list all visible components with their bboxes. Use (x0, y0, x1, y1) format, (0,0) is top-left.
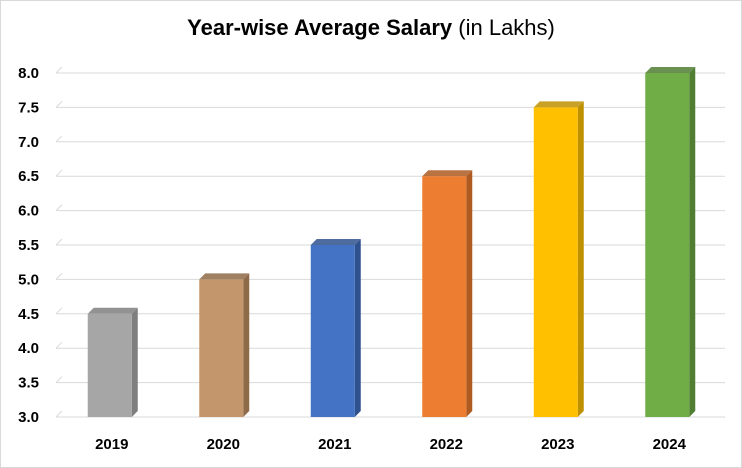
x-tick-label: 2019 (95, 436, 128, 453)
chart-title-unit: (in Lakhs) (458, 15, 555, 40)
gridline-depth (55, 204, 63, 211)
gridline-depth (55, 66, 63, 74)
bar-2019 (87, 307, 138, 417)
bar-side (466, 170, 473, 417)
bar-2021 (310, 239, 361, 417)
gridline-depth (55, 410, 63, 418)
y-tick-label: 6.5 (18, 168, 39, 185)
y-tick-label: 4.0 (18, 340, 39, 357)
bar-2020 (199, 273, 250, 417)
gridline-depth (55, 169, 63, 177)
y-tick-label: 3.5 (18, 375, 39, 392)
bar-top (87, 307, 138, 314)
bar-top (310, 239, 361, 245)
x-tick-label: 2021 (318, 436, 351, 453)
gridline-depth (55, 273, 63, 280)
x-tick-label: 2024 (653, 436, 687, 453)
x-tick-label: 2023 (541, 436, 574, 453)
bar-side (577, 101, 584, 418)
x-tick-label: 2022 (430, 436, 463, 453)
y-tick-label: 5.5 (18, 237, 39, 254)
bar-front (422, 176, 467, 417)
gridline-depth (55, 238, 63, 246)
bar-2023 (533, 101, 584, 418)
bar-2024 (645, 67, 696, 417)
bar-top (199, 273, 250, 280)
bar-side (131, 307, 138, 417)
y-tick-label: 5.0 (18, 271, 39, 288)
bar-front (533, 107, 578, 418)
gridline-depth (55, 101, 63, 108)
chart-title: Year-wise Average Salary (in Lakhs) (1, 15, 741, 41)
y-tick-label: 4.5 (18, 306, 39, 323)
bar-side (243, 273, 250, 417)
y-tick-label: 7.5 (18, 99, 39, 116)
gridline-depth (55, 376, 63, 383)
bar-top (645, 67, 696, 73)
gridline-depth (55, 307, 63, 315)
x-tick-label: 2020 (207, 436, 240, 453)
y-tick-label: 7.0 (18, 134, 39, 151)
chart-title-main: Year-wise Average Salary (187, 15, 453, 40)
bar-2022 (422, 170, 473, 417)
gridline-depth (55, 135, 63, 143)
bar-front (199, 279, 244, 417)
gridline-depth (55, 341, 63, 349)
bar-top (533, 101, 584, 108)
bar-front (87, 313, 132, 417)
y-tick-label: 8.0 (18, 65, 39, 82)
y-tick-label: 3.0 (18, 409, 39, 426)
bar-side (689, 67, 696, 417)
bar-front (645, 73, 690, 417)
y-tick-label: 6.0 (18, 203, 39, 220)
bar-top (422, 170, 473, 177)
bar-side (354, 239, 361, 417)
bar-front (310, 245, 355, 417)
